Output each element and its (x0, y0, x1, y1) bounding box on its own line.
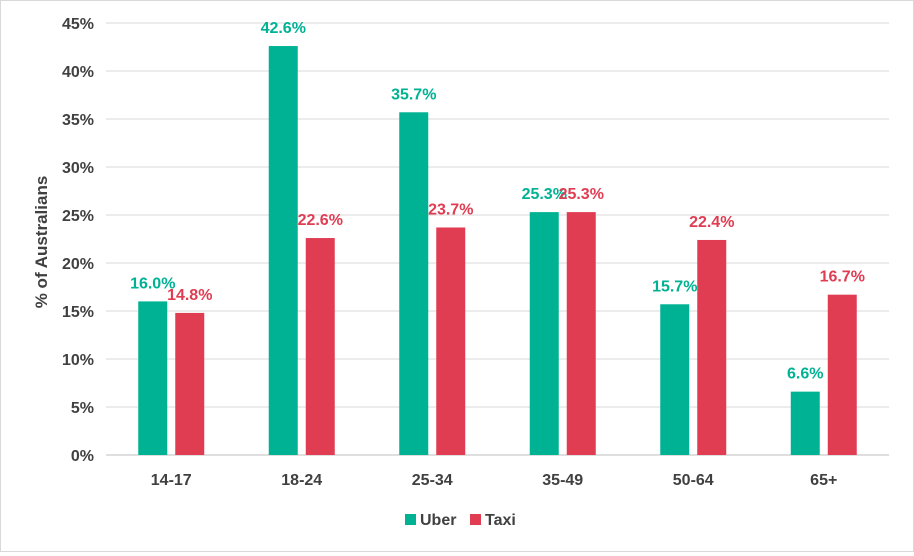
y-tick-label: 10% (62, 352, 94, 369)
bar-uber (268, 46, 298, 455)
x-tick-label: 50-64 (673, 472, 714, 489)
data-label-taxi: 25.3% (559, 186, 604, 203)
data-label-uber: 15.7% (652, 278, 697, 295)
bar-taxi (305, 238, 335, 455)
y-axis-label: % of Australians (32, 176, 51, 309)
x-tick-label: 35-49 (542, 472, 583, 489)
y-tick-label: 0% (71, 448, 94, 465)
y-tick-label: 35% (62, 112, 94, 129)
y-tick-label: 20% (62, 256, 94, 273)
y-tick-label: 45% (62, 16, 94, 33)
x-tick-label: 14-17 (151, 472, 192, 489)
bar-taxi (827, 294, 857, 455)
bars (138, 46, 857, 455)
bar-taxi (697, 239, 727, 455)
data-label-taxi: 14.8% (167, 287, 212, 304)
data-label-uber: 25.3% (522, 186, 567, 203)
data-label-uber: 35.7% (391, 86, 436, 103)
legend-swatch-uber (405, 514, 416, 525)
data-label-uber: 6.6% (787, 366, 823, 383)
y-tick-label: 25% (62, 208, 94, 225)
y-tick-label: 30% (62, 160, 94, 177)
legend-label-taxi: Taxi (485, 512, 516, 529)
data-label-taxi: 22.6% (298, 212, 343, 229)
y-tick-label: 40% (62, 64, 94, 81)
data-label-uber: 16.0% (130, 275, 175, 292)
bar-taxi (566, 212, 596, 455)
y-axis: 0% 5% 10% 15% 20% 25% 30% 35% 40% 45% (62, 16, 94, 465)
data-label-taxi: 16.7% (820, 269, 865, 286)
x-tick-label: 18-24 (281, 472, 322, 489)
x-tick-label: 25-34 (412, 472, 453, 489)
bar-uber (399, 112, 429, 455)
bar-uber (660, 304, 690, 455)
bar-uber (138, 301, 168, 455)
legend-swatch-taxi (470, 514, 481, 525)
y-tick-label: 5% (71, 400, 94, 417)
gridlines (106, 22, 889, 456)
data-label-uber: 42.6% (261, 20, 306, 37)
data-labels: 16.0%14.8% 42.6% 22.6% 35.7% 23.7% 25.3%25.3%… (130, 20, 865, 383)
bar-uber (790, 391, 820, 455)
legend: Uber Taxi (405, 512, 516, 529)
bar-taxi (436, 227, 466, 455)
y-tick-label: 15% (62, 304, 94, 321)
bar-taxi (175, 312, 205, 455)
legend-label-uber: Uber (420, 512, 456, 529)
bar-uber (529, 212, 559, 455)
x-axis: 14-17 18-24 25-34 35-49 50-64 65+ (151, 472, 838, 489)
x-tick-label: 65+ (810, 472, 837, 489)
data-label-taxi: 22.4% (689, 214, 734, 231)
data-label-taxi: 23.7% (428, 201, 473, 218)
